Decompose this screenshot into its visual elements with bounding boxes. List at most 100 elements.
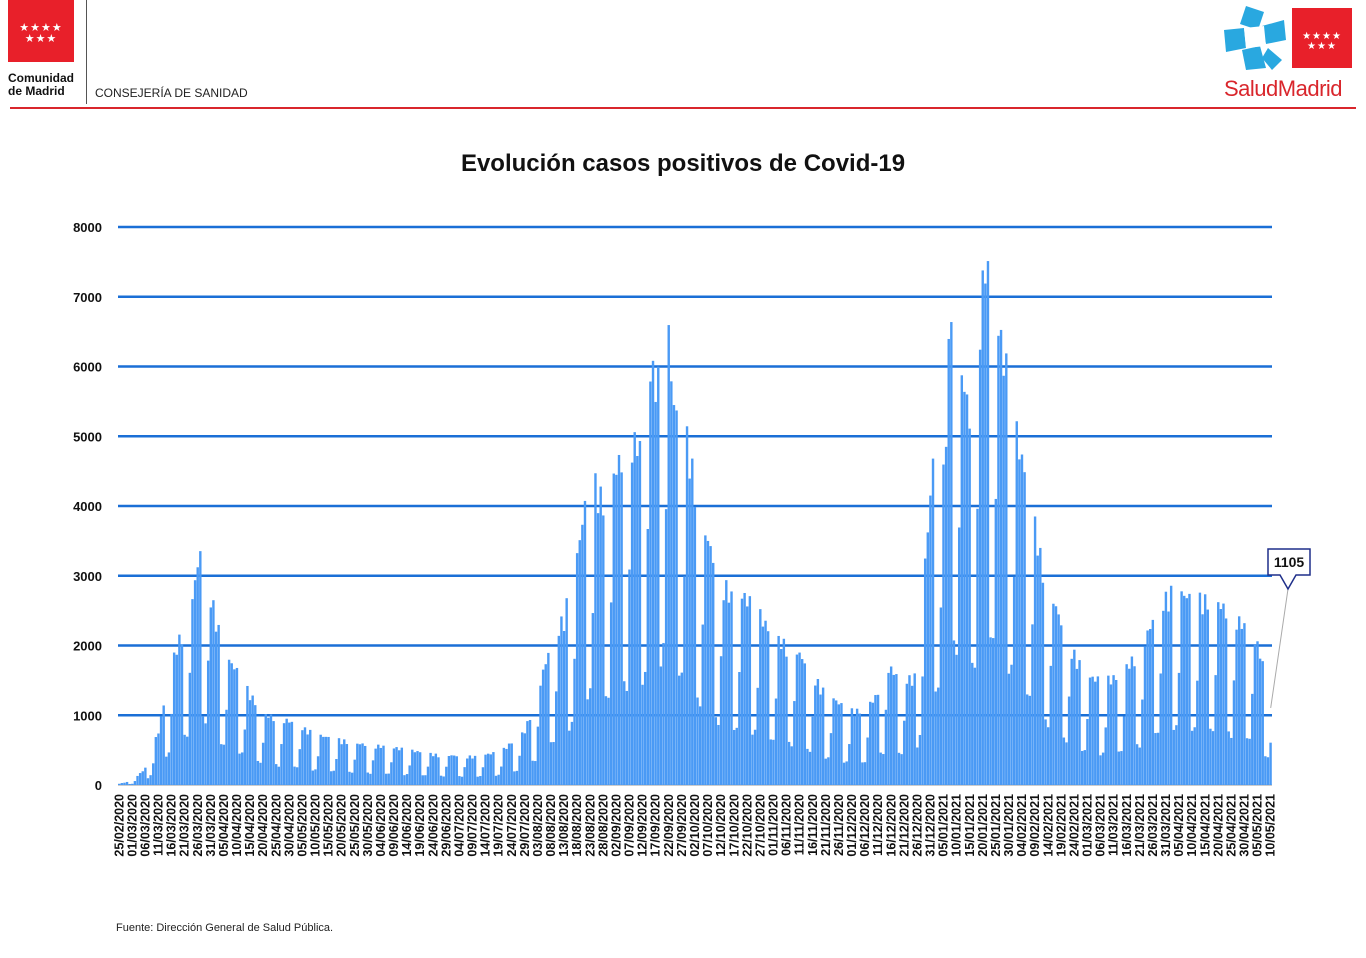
data-bar <box>698 706 702 785</box>
data-bar <box>578 540 581 785</box>
data-bar <box>513 771 516 785</box>
data-bar <box>834 700 838 785</box>
y-tick-label: 2000 <box>73 639 102 654</box>
data-bar <box>863 762 867 785</box>
x-tick-label: 11/03/2020 <box>152 794 166 856</box>
data-bar <box>125 781 129 785</box>
data-bar <box>950 322 953 785</box>
data-bar <box>518 755 521 785</box>
data-bar <box>1264 756 1267 785</box>
data-bar <box>293 766 296 785</box>
data-bar <box>1156 732 1160 785</box>
data-bar <box>301 730 304 785</box>
data-bar <box>442 776 445 785</box>
data-bar <box>1251 693 1254 785</box>
data-bar <box>939 607 943 785</box>
data-bar <box>1117 751 1121 785</box>
x-tick-label: 11/12/2020 <box>871 794 885 856</box>
data-bar <box>832 698 835 785</box>
data-bar <box>1193 727 1196 785</box>
x-tick-label: 25/02/2020 <box>112 794 126 857</box>
data-bar <box>1209 728 1212 785</box>
data-bar <box>1183 595 1186 785</box>
data-bar <box>1185 598 1189 785</box>
x-tick-label: 31/03/2021 <box>1159 794 1173 857</box>
data-bar <box>505 748 508 785</box>
x-tick-label: 17/09/2020 <box>649 794 663 857</box>
data-bar <box>1227 731 1230 785</box>
x-tick-label: 03/08/2020 <box>531 794 545 857</box>
data-bar <box>447 756 451 785</box>
data-bar <box>753 729 757 785</box>
data-bar <box>994 498 998 785</box>
data-bar <box>332 770 335 785</box>
data-bar <box>165 756 168 785</box>
x-tick-label: 10/04/2020 <box>230 794 244 857</box>
data-bar <box>295 767 299 785</box>
data-bar <box>889 666 893 785</box>
data-bar <box>620 472 623 785</box>
data-bar <box>1177 672 1181 785</box>
data-bar <box>269 714 273 785</box>
data-bar <box>1266 757 1270 785</box>
data-bar <box>855 708 859 785</box>
madrid-flag-logo: ★★★★ ★★★ <box>8 0 74 62</box>
data-bar <box>806 748 809 785</box>
source-note: Fuente: Dirección General de Salud Públi… <box>116 922 334 934</box>
data-bar <box>481 767 485 785</box>
data-bar <box>261 742 265 785</box>
x-tick-label: 06/12/2020 <box>858 794 872 857</box>
header-rule <box>10 107 1356 109</box>
x-tick-label: 25/05/2020 <box>348 794 362 857</box>
data-bar <box>897 752 901 785</box>
data-bar <box>178 634 181 785</box>
data-bar <box>392 748 396 785</box>
data-bar <box>395 747 398 785</box>
data-bar <box>1057 614 1060 785</box>
data-bar <box>531 760 534 785</box>
x-tick-label: 09/07/2020 <box>466 794 480 857</box>
data-bar <box>552 742 555 785</box>
organization-name: Comunidad de Madrid <box>8 72 74 98</box>
data-bar <box>1018 459 1021 785</box>
header-divider <box>86 0 87 104</box>
data-bar <box>175 654 178 785</box>
data-bar <box>934 691 937 785</box>
data-bar <box>837 704 841 785</box>
data-bar <box>285 718 288 785</box>
data-bar <box>152 763 155 785</box>
x-tick-label: 30/05/2020 <box>361 794 375 857</box>
data-bar <box>484 754 487 785</box>
data-bar <box>118 783 121 785</box>
data-bar <box>384 773 388 785</box>
data-bar <box>1122 716 1126 785</box>
data-bar <box>188 672 192 785</box>
data-bar <box>413 752 417 785</box>
data-bar <box>345 744 349 785</box>
x-tick-label: 07/10/2020 <box>701 794 715 857</box>
data-bar <box>725 580 728 785</box>
data-bar <box>942 464 945 785</box>
data-bar <box>1245 738 1249 785</box>
data-bar <box>272 721 275 785</box>
data-bar <box>1188 593 1191 785</box>
x-tick-label: 01/03/2021 <box>1081 794 1095 857</box>
data-bar <box>1172 729 1175 785</box>
data-bar <box>120 783 124 785</box>
data-bar <box>489 754 492 785</box>
x-tick-label: 31/03/2020 <box>204 794 218 857</box>
data-bar <box>230 663 233 785</box>
data-bar <box>335 759 338 785</box>
data-bar <box>138 773 142 785</box>
data-bar <box>696 697 699 785</box>
data-bar <box>751 734 754 785</box>
data-bar <box>434 753 438 785</box>
data-bar <box>596 513 600 785</box>
data-bar <box>1070 658 1073 785</box>
x-tick-label: 05/04/2020 <box>217 794 231 857</box>
data-bar <box>819 694 822 785</box>
data-bar <box>774 698 778 785</box>
data-bar <box>206 660 210 785</box>
data-bar <box>589 688 592 785</box>
data-bar <box>691 458 694 785</box>
